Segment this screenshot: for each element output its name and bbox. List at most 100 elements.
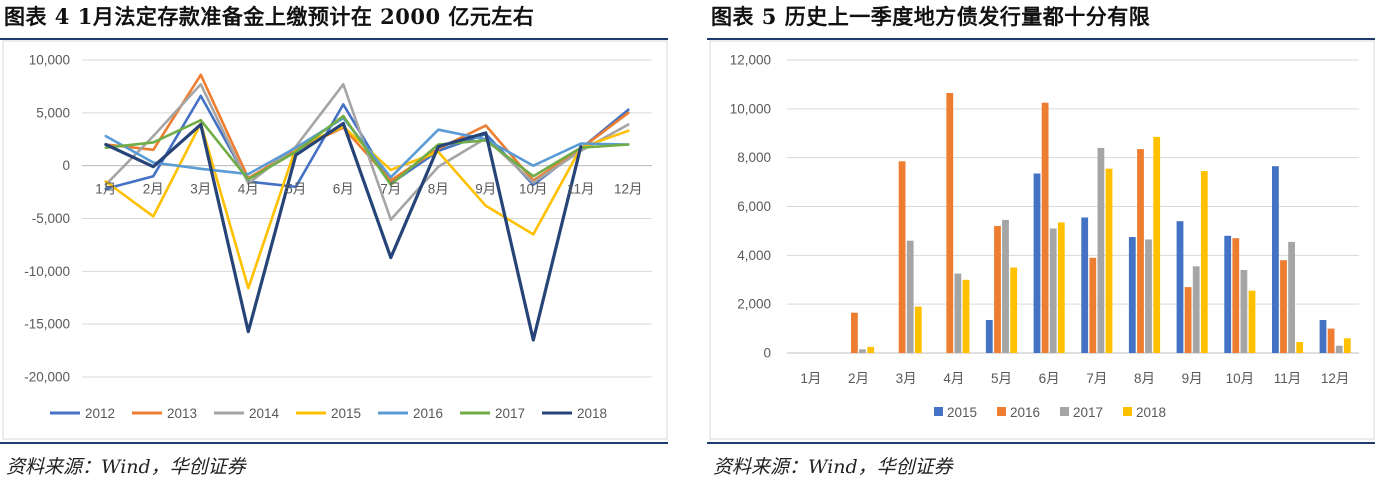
- bar-2018-4月: [962, 279, 970, 354]
- x-tick-label: 4月: [238, 182, 259, 197]
- x-tick-label: 12月: [1321, 371, 1350, 386]
- legend-label: 2013: [167, 406, 197, 421]
- y-tick-label: 8,000: [737, 150, 771, 165]
- left-source-note: 资料来源：Wind，华创证券: [6, 456, 246, 478]
- legend-label: 2017: [495, 406, 525, 421]
- x-tick-label: 11月: [567, 182, 595, 197]
- line-chart-border: [2, 40, 668, 440]
- x-tick-label: 5月: [991, 371, 1012, 386]
- x-tick-label: 1月: [95, 182, 116, 197]
- y-tick-label: 5,000: [36, 105, 70, 120]
- x-tick-label: 2月: [848, 371, 869, 386]
- series-line-2016: [104, 116, 630, 179]
- bar-2017-5月: [1002, 219, 1009, 353]
- y-tick-label: 10,000: [730, 101, 771, 116]
- y-tick-label: 0: [763, 346, 771, 361]
- bar-2018-2月: [867, 346, 875, 353]
- bar-2017-12月: [1335, 345, 1343, 353]
- bar-2016-4月: [946, 93, 954, 353]
- bar-2015-5月: [985, 320, 993, 353]
- y-tick-label: 4,000: [737, 248, 771, 263]
- legend-swatch-2018: [1123, 407, 1132, 416]
- x-tick-label: 6月: [333, 182, 354, 197]
- x-tick-label: 9月: [1182, 371, 1203, 386]
- legend-swatch-2017: [1060, 407, 1069, 416]
- bar-2018-11月: [1296, 342, 1304, 353]
- right-source-rule: [707, 442, 1375, 444]
- y-tick-label: -20,000: [24, 370, 70, 385]
- bar-2017-9月: [1192, 266, 1200, 353]
- bar-2015-8月: [1128, 237, 1136, 353]
- bar-2015-11月: [1272, 166, 1279, 353]
- bar-2016-7月: [1089, 257, 1097, 353]
- legend-swatch-2016: [997, 407, 1006, 416]
- x-tick-label: 6月: [1039, 371, 1060, 386]
- bar-2017-3月: [906, 240, 914, 353]
- x-tick-label: 11月: [1274, 371, 1302, 386]
- bar-2018-3月: [914, 306, 922, 353]
- bar-2015-9月: [1176, 221, 1184, 353]
- x-tick-label: 7月: [1086, 371, 1107, 386]
- y-tick-label: 0: [62, 158, 70, 173]
- bar-2017-11月: [1288, 241, 1295, 353]
- bar-2018-5月: [1010, 267, 1018, 353]
- bar-2017-2月: [859, 349, 866, 353]
- x-tick-label: 8月: [428, 182, 449, 197]
- bar-2015-7月: [1081, 217, 1089, 353]
- bar-2017-6月: [1049, 228, 1057, 353]
- y-tick-label: -15,000: [24, 317, 70, 332]
- legend-label: 2014: [249, 406, 280, 421]
- bar-2018-6月: [1057, 222, 1065, 353]
- x-tick-label: 5月: [285, 182, 306, 197]
- bar-2016-10月: [1232, 238, 1240, 353]
- x-tick-label: 9月: [475, 182, 496, 197]
- x-tick-label: 7月: [380, 182, 401, 197]
- right-title-rule: [707, 38, 1375, 40]
- bar-2017-8月: [1145, 239, 1152, 353]
- left-chart-title: 图表 4 1月法定存款准备金上缴预计在 2000 亿元左右: [4, 4, 535, 29]
- line-chart-area: 10,000 5,000 0 -5,000 -10,000 -15,000 -20,000 1…: [2, 40, 668, 440]
- y-tick-label: -5,000: [32, 211, 70, 226]
- bar-2018-9月: [1200, 171, 1208, 353]
- x-tick-label: 10月: [1226, 371, 1255, 386]
- line-chart: 10,000 5,000 0 -5,000 -10,000 -15,000 -20,000 1…: [2, 40, 668, 440]
- legend-label: 2018: [577, 406, 607, 421]
- bar-2017-4月: [954, 273, 962, 353]
- legend-label: 2016: [413, 406, 443, 421]
- bar-2015-12月: [1319, 320, 1327, 353]
- bar-2016-9月: [1184, 287, 1192, 353]
- bar-2016-2月: [851, 312, 858, 353]
- bar-2015-10月: [1224, 235, 1232, 353]
- legend-label: 2016: [1010, 405, 1040, 420]
- x-tick-label: 10月: [519, 182, 548, 197]
- right-source-note: 资料来源：Wind，华创证券: [713, 456, 953, 478]
- series-line-2017: [104, 114, 630, 186]
- x-tick-label: 4月: [943, 371, 964, 386]
- legend-swatch-2015: [934, 407, 943, 416]
- bar-2018-8月: [1153, 136, 1161, 353]
- right-chart-panel: 图表 5 历史上一季度地方债发行量都十分有限 0 2,000 4,000 6,000 8…: [707, 0, 1379, 482]
- bar-2016-11月: [1280, 260, 1287, 353]
- bar-2018-12月: [1343, 338, 1351, 353]
- bar-2017-7月: [1097, 147, 1105, 353]
- x-tick-label: 3月: [190, 182, 211, 197]
- right-chart-title: 图表 5 历史上一季度地方债发行量都十分有限: [711, 4, 1151, 29]
- legend-label: 2012: [85, 406, 115, 421]
- series-line-2018: [104, 121, 583, 342]
- y-tick-label: -10,000: [24, 264, 70, 279]
- bar-2018-10月: [1248, 290, 1256, 353]
- bar-2016-12月: [1327, 328, 1335, 353]
- legend-label: 2015: [331, 406, 361, 421]
- y-tick-label: 12,000: [730, 53, 771, 68]
- legend-label: 2017: [1073, 405, 1103, 420]
- y-tick-label: 10,000: [29, 53, 70, 68]
- left-title-rule: [0, 38, 668, 40]
- bar-chart: 0 2,000 4,000 6,000 8,000 10,000 12,000 1月 2月 3月 4…: [709, 40, 1375, 440]
- x-tick-label: 8月: [1134, 371, 1155, 386]
- bar-2016-6月: [1041, 102, 1049, 353]
- bar-2016-3月: [898, 161, 906, 353]
- bar-2015-6月: [1033, 173, 1041, 353]
- bar-2018-7月: [1105, 168, 1113, 353]
- x-tick-label: 1月: [800, 371, 821, 386]
- x-tick-label: 12月: [614, 182, 643, 197]
